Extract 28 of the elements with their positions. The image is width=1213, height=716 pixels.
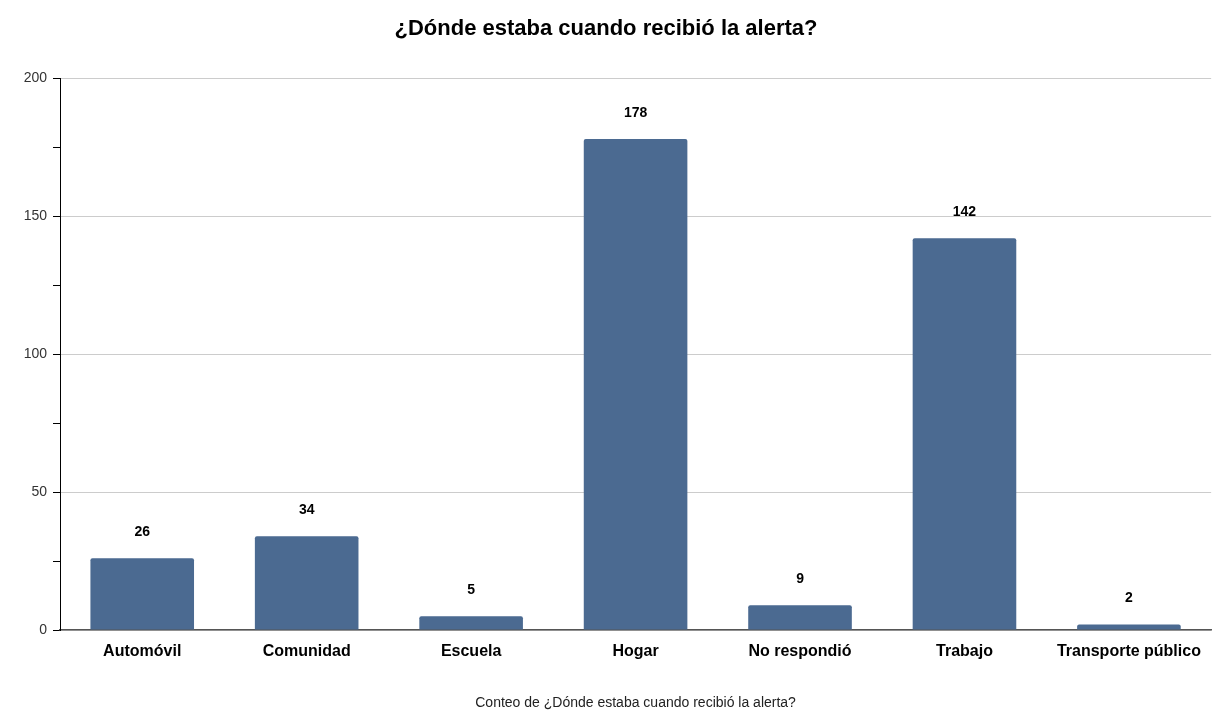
data-label: 34 bbox=[298, 501, 315, 518]
x-tick-label: No respondió bbox=[748, 642, 852, 660]
data-label: 2 bbox=[1125, 589, 1134, 606]
bar bbox=[1077, 624, 1181, 630]
y-tick-label: 0 bbox=[39, 620, 48, 637]
data-label: 26 bbox=[134, 523, 151, 540]
x-tick-label: Trabajo bbox=[936, 642, 994, 660]
x-tick-label: Transporte público bbox=[1056, 642, 1202, 660]
data-label: 5 bbox=[467, 581, 476, 598]
x-axis-title: Conteo de ¿Dónde estaba cuando recibió la alerta? bbox=[475, 694, 797, 711]
y-tick-label: 150 bbox=[23, 207, 48, 224]
y-tick-label: 200 bbox=[23, 69, 48, 86]
y-tick-label: 50 bbox=[31, 482, 48, 499]
y-tick-label: 100 bbox=[23, 345, 48, 362]
bar bbox=[748, 605, 852, 630]
x-tick-label: Escuela bbox=[440, 642, 502, 660]
data-label: 142 bbox=[952, 203, 977, 220]
bar bbox=[912, 238, 1017, 630]
chart-title: ¿Dónde estaba cuando recibió la alerta? bbox=[394, 15, 818, 41]
x-tick-label: Comunidad bbox=[262, 642, 351, 660]
bar bbox=[254, 536, 359, 630]
data-label: 9 bbox=[796, 570, 805, 587]
bar bbox=[419, 616, 523, 630]
x-tick-label: Hogar bbox=[612, 642, 659, 660]
data-label: 178 bbox=[623, 103, 648, 120]
bar bbox=[90, 558, 195, 630]
x-tick-label: Automóvil bbox=[103, 642, 182, 660]
bar bbox=[583, 139, 688, 630]
